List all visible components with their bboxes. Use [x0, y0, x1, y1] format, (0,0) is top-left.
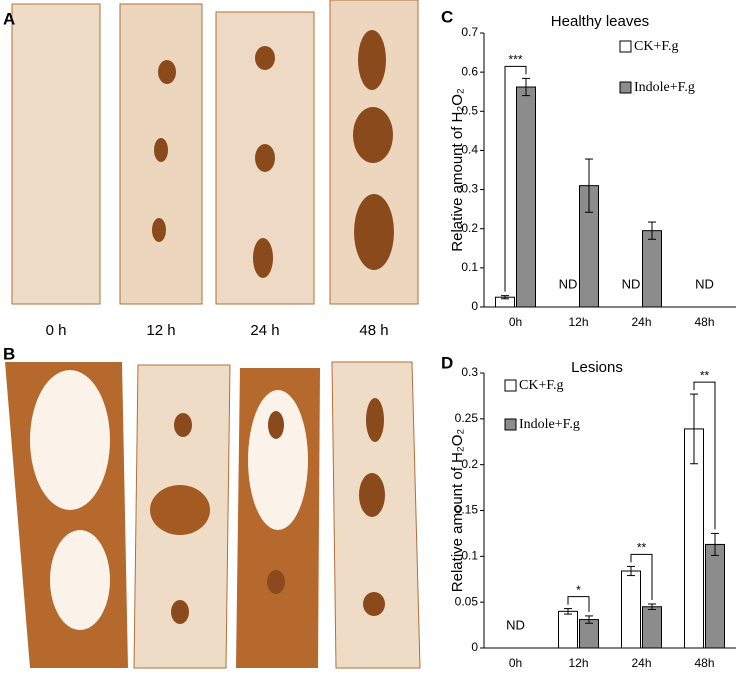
- y-tick-label: 0.7: [461, 25, 478, 39]
- panel-label: C: [441, 7, 453, 26]
- y-axis-label: Relative amount of H₂O₂: [449, 429, 466, 593]
- legend-label: CK+F.g: [519, 378, 564, 393]
- panel-label: A: [3, 9, 15, 28]
- lesion: [154, 138, 168, 162]
- lesion: [255, 144, 275, 172]
- chart-title: Lesions: [571, 359, 623, 376]
- lesion: [358, 30, 386, 90]
- photo-panel-a: [11, 0, 419, 305]
- lesion: [359, 473, 385, 517]
- y-tick-label: 0.2: [461, 221, 478, 235]
- bar: [516, 86, 536, 308]
- legend-swatch: [504, 418, 517, 431]
- x-tick-label: 48h: [694, 656, 714, 670]
- significance-label: **: [637, 541, 647, 555]
- leaf: [11, 3, 101, 305]
- significance-label: *: [576, 583, 581, 597]
- legend-label: Indole+F.g: [519, 417, 580, 432]
- lesion: [158, 60, 176, 84]
- legend-label: CK+F.g: [634, 39, 679, 54]
- y-tick-label: 0.05: [455, 594, 479, 608]
- value-label: ND: [559, 276, 578, 291]
- x-tick-label: 0h: [509, 315, 522, 329]
- y-tick-label: 0.3: [461, 365, 478, 379]
- y-tick-label: 0.6: [461, 64, 478, 78]
- y-tick-label: 0: [471, 299, 478, 313]
- y-tick-label: 0.5: [461, 103, 478, 117]
- lesion: [268, 411, 284, 439]
- patch: [50, 530, 110, 630]
- bar: [558, 610, 578, 649]
- bar: [621, 570, 641, 649]
- significance-label: ***: [508, 53, 522, 67]
- photo-time: 0 h: [46, 322, 67, 339]
- significance-bracket: [630, 553, 653, 600]
- lesion: [267, 570, 285, 594]
- lesion: [363, 592, 385, 616]
- bar: [579, 619, 599, 649]
- x-tick-label: 0h: [509, 656, 522, 670]
- photo-time: 24 h: [250, 322, 279, 339]
- value-label: ND: [622, 276, 641, 291]
- legend-swatch: [619, 81, 632, 94]
- patch: [30, 370, 110, 510]
- legend-swatch: [619, 40, 632, 53]
- lesion: [353, 107, 393, 163]
- lesion: [150, 485, 210, 535]
- bar: [642, 606, 662, 649]
- photo-time: 48 h: [359, 322, 388, 339]
- chart-title: Healthy leaves: [551, 13, 649, 30]
- x-tick-label: 24h: [631, 656, 651, 670]
- y-tick-label: 0.1: [461, 549, 478, 563]
- lesion: [171, 600, 189, 624]
- bar: [705, 543, 725, 649]
- panel-label: D: [441, 353, 453, 372]
- legend-swatch: [504, 379, 517, 392]
- significance-bracket: [504, 65, 527, 292]
- photo-panel-b: [5, 361, 421, 669]
- bar: [642, 230, 662, 308]
- significance-label: **: [700, 368, 710, 382]
- lesion: [253, 238, 273, 278]
- panel-label: B: [3, 344, 15, 363]
- y-tick-label: 0.1: [461, 260, 478, 274]
- x-tick-label: 48h: [694, 315, 714, 329]
- y-tick-label: 0.4: [461, 143, 478, 157]
- patch: [248, 390, 308, 530]
- y-axis-label: Relative amount of H₂O₂: [449, 88, 466, 252]
- y-tick-label: 0.25: [455, 411, 479, 425]
- y-tick-label: 0.3: [461, 182, 478, 196]
- y-tick-label: 0: [471, 640, 478, 654]
- y-tick-label: 0.15: [455, 503, 479, 517]
- lesion: [354, 194, 394, 270]
- lesion: [255, 46, 275, 70]
- legend-label: Indole+F.g: [634, 80, 695, 95]
- lesion: [366, 398, 384, 442]
- value-label: ND: [506, 617, 525, 632]
- significance-bracket: [693, 381, 716, 530]
- photo-time: 12 h: [146, 322, 175, 339]
- y-tick-label: 0.2: [461, 457, 478, 471]
- x-tick-label: 24h: [631, 315, 651, 329]
- lesion: [174, 413, 192, 437]
- x-tick-label: 12h: [568, 656, 588, 670]
- x-tick-label: 12h: [568, 315, 588, 329]
- significance-bracket: [567, 596, 590, 612]
- lesion: [152, 218, 166, 242]
- value-label: ND: [695, 276, 714, 291]
